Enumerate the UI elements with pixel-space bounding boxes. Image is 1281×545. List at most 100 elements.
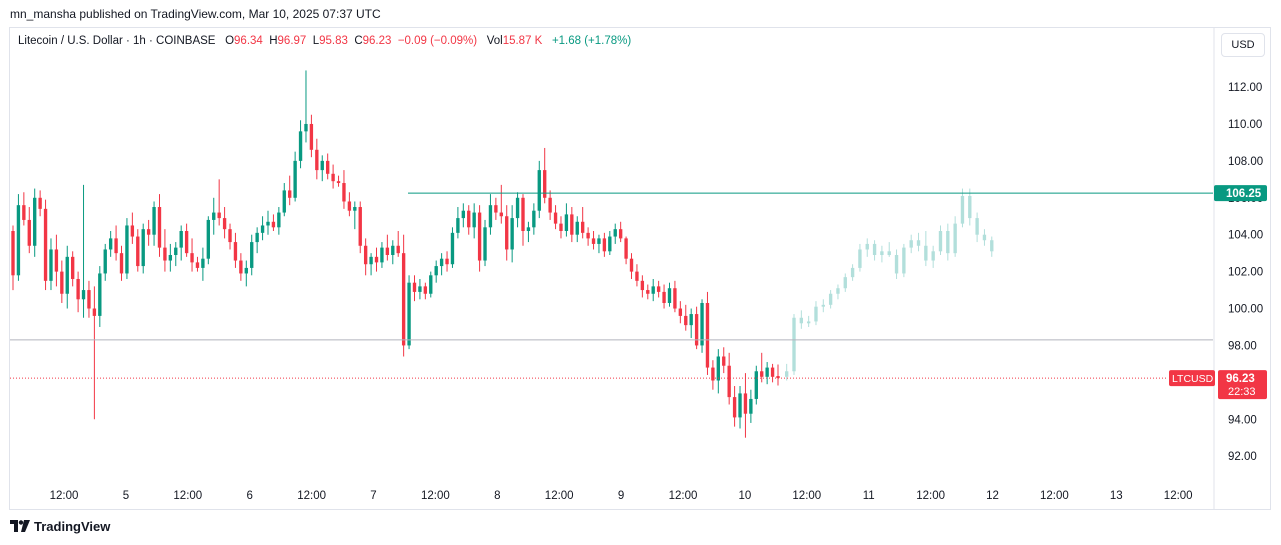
candle [168, 255, 173, 261]
candle [770, 367, 775, 377]
volume-value: 15.87 K [502, 35, 543, 47]
projection-candle [982, 234, 987, 241]
y-tick-label: 92.00 [1228, 451, 1257, 463]
candle [467, 210, 471, 228]
candle [635, 271, 639, 281]
projection-candle [806, 321, 811, 324]
candle [738, 393, 742, 418]
candle [673, 288, 677, 309]
candle [179, 231, 183, 248]
current-price-box [1218, 370, 1267, 400]
y-tick-label: 98.00 [1228, 340, 1257, 352]
candle [401, 253, 406, 346]
projection-candle [814, 306, 818, 322]
candle [374, 256, 379, 263]
chart-frame[interactable] [9, 27, 1271, 510]
candle [353, 207, 357, 211]
projection-candle [887, 251, 891, 255]
y-tick-label: 94.00 [1228, 414, 1257, 426]
projection-candle [960, 195, 965, 224]
candle [298, 131, 303, 161]
y-tick-label: 112.00 [1228, 82, 1262, 94]
x-tick-label: 11 [863, 490, 875, 502]
candle [163, 247, 167, 261]
projection-candle [946, 231, 950, 254]
candle [27, 219, 31, 246]
candle [564, 214, 569, 232]
candle [765, 367, 769, 377]
candle [439, 258, 444, 267]
candle [580, 221, 585, 233]
candle [624, 238, 628, 259]
candle [65, 256, 69, 294]
candle [250, 242, 254, 268]
candle [76, 278, 80, 300]
projection-candle [828, 293, 833, 305]
candle [22, 205, 26, 220]
candle [282, 190, 286, 213]
candle [391, 245, 395, 255]
candle [543, 170, 547, 198]
x-tick-label: 10 [739, 490, 752, 502]
candle [526, 227, 531, 232]
high-label: H [269, 35, 278, 47]
candle [174, 247, 178, 255]
projection-candle [799, 317, 804, 324]
candle [184, 231, 189, 254]
candle [597, 238, 601, 244]
projection-candle [924, 245, 928, 261]
y-tick-label: 104.00 [1228, 230, 1263, 242]
candle [499, 212, 503, 217]
candle [293, 160, 297, 198]
projection-candle [938, 231, 943, 252]
x-tick-label: 12:00 [916, 490, 945, 502]
projection-candle [850, 267, 855, 278]
projection-candle [792, 317, 796, 372]
candle [315, 149, 319, 171]
x-tick-label: 12:00 [1164, 490, 1193, 502]
close-label: C [354, 35, 363, 47]
y-tick-label: 110.00 [1228, 119, 1262, 131]
candle [233, 242, 238, 261]
open-label: O [225, 35, 235, 47]
symbol-description[interactable]: Litecoin / U.S. Dollar · 1h · COINBASE [18, 35, 216, 47]
tradingview-logo-icon [10, 520, 30, 535]
candle [244, 267, 248, 274]
currency-button[interactable]: USD [1221, 33, 1265, 57]
candle [304, 123, 308, 132]
tradingview-footer[interactable]: TradingView [10, 519, 110, 535]
candle [694, 314, 699, 346]
x-tick-label: 12:00 [669, 490, 698, 502]
candle [103, 249, 107, 274]
projection-candle [902, 247, 906, 274]
x-tick-label: 9 [618, 490, 624, 502]
candle [266, 221, 270, 226]
x-tick-label: 12:00 [50, 490, 79, 502]
candle [618, 229, 623, 239]
candle [407, 282, 411, 346]
current-price-label: 96.23 [1226, 373, 1255, 385]
projection-candle [784, 371, 789, 377]
candle [646, 290, 650, 294]
candle [651, 286, 655, 294]
x-tick-label: 12:00 [421, 490, 450, 502]
bar-countdown: 22:33 [1228, 386, 1256, 398]
candle [81, 290, 86, 300]
candle [483, 227, 487, 261]
candle [217, 212, 221, 219]
projection-candle [953, 223, 957, 254]
projection-candle [968, 195, 972, 219]
candle [776, 376, 780, 379]
x-tick-label: 8 [494, 490, 500, 502]
candle [136, 236, 140, 267]
candle [760, 371, 764, 377]
candle [510, 218, 514, 250]
candle [586, 232, 590, 239]
candle [570, 214, 574, 235]
candle [16, 205, 21, 276]
x-tick-label: 5 [123, 490, 129, 502]
candle [461, 210, 466, 219]
candle [114, 238, 118, 254]
candle [98, 273, 102, 316]
